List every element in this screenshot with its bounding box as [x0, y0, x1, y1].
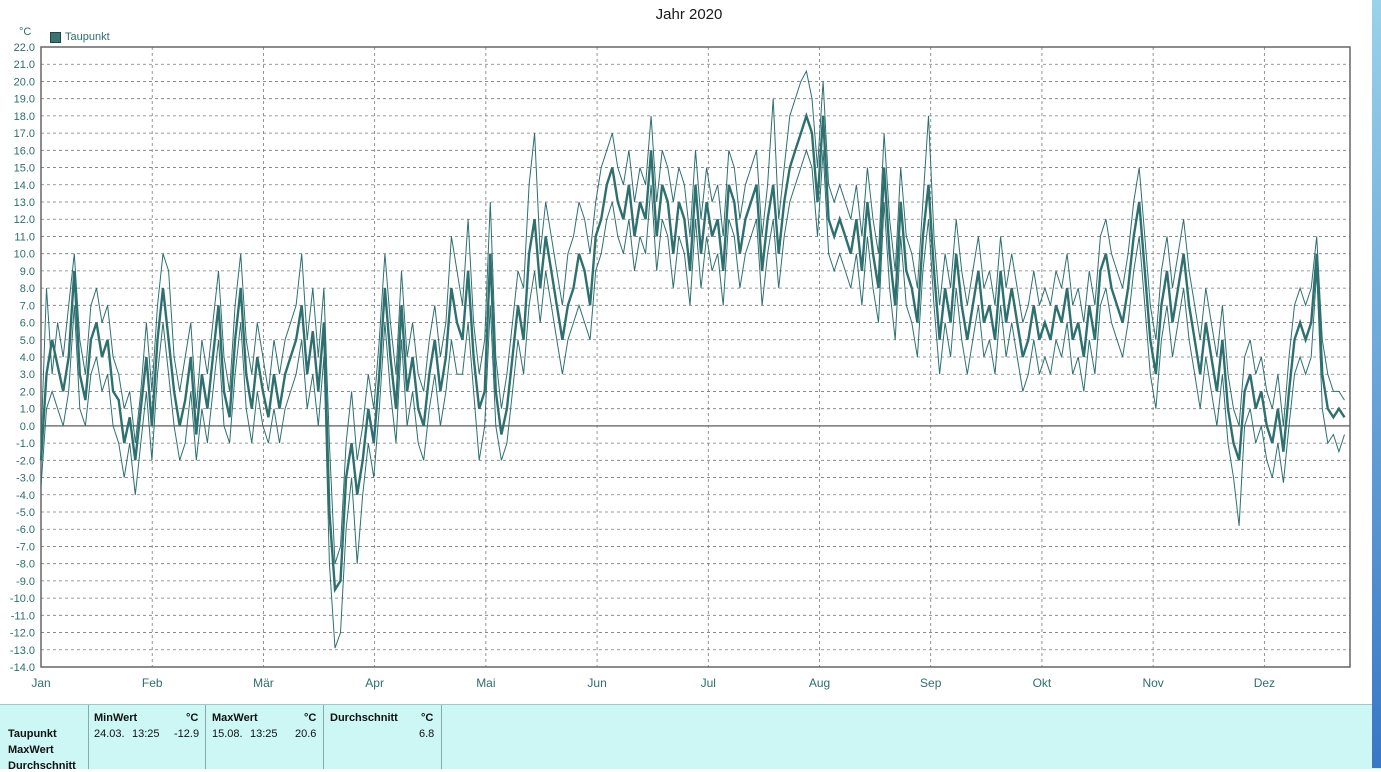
series-line-min — [40, 148, 1345, 649]
y-tick-label: -5.0 — [16, 507, 35, 519]
y-tick-label: 16.0 — [14, 145, 35, 157]
row-label-maxwert: MaxWert — [8, 744, 54, 756]
min-date: 24.03. — [94, 728, 125, 740]
x-tick-label: Nov — [1142, 676, 1163, 690]
statistics-panel: Taupunkt MaxWert Durchschnitt MinWert °C… — [0, 704, 1381, 772]
x-tick-label: Mär — [253, 676, 274, 690]
y-tick-label: -7.0 — [16, 541, 35, 553]
max-value: 20.6 — [295, 728, 317, 740]
y-tick-label: -10.0 — [10, 593, 35, 605]
legend: Taupunkt — [50, 31, 110, 43]
y-tick-label: 5.0 — [20, 335, 35, 347]
y-tick-label: 8.0 — [20, 283, 35, 295]
y-tick-label: 20.0 — [14, 76, 35, 88]
y-tick-label: -4.0 — [16, 490, 35, 502]
x-tick-label: Dez — [1254, 676, 1275, 690]
min-header: MinWert — [94, 712, 138, 724]
y-tick-label: 1.0 — [20, 404, 35, 416]
min-value: -12.9 — [174, 728, 200, 740]
y-tick-label: -11.0 — [11, 610, 35, 622]
chart-title: Jahr 2020 — [655, 6, 723, 23]
max-unit: °C — [304, 712, 317, 724]
y-tick-label: -1.0 — [16, 438, 35, 450]
y-tick-label: 11.0 — [14, 231, 35, 243]
plot-frame — [40, 46, 1351, 668]
legend-label: Taupunkt — [65, 31, 110, 43]
max-time: 13:25 — [250, 728, 278, 740]
y-tick-label: 18.0 — [14, 111, 35, 123]
x-tick-label: Mai — [476, 676, 495, 690]
y-tick-label: -8.0 — [16, 559, 35, 571]
y-tick-label: 17.0 — [14, 128, 35, 140]
y-tick-label: 13.0 — [14, 197, 35, 209]
desktop-background-edge — [1372, 0, 1381, 768]
y-tick-label: -12.0 — [10, 628, 35, 640]
y-tick-label: 7.0 — [20, 300, 35, 312]
stats-row-labels: Taupunkt MaxWert Durchschnitt — [0, 705, 89, 772]
y-tick-label: 6.0 — [20, 318, 35, 330]
y-tick-label: 3.0 — [20, 369, 35, 381]
y-tick-label: 4.0 — [20, 352, 35, 364]
avg-value: 6.8 — [419, 728, 435, 740]
x-tick-label: Feb — [142, 676, 163, 690]
x-tick-label: Aug — [809, 676, 830, 690]
y-tick-label: 21.0 — [14, 59, 35, 71]
stats-min-column: MinWert °C 24.03. 13:25 -12.9 — [88, 705, 206, 769]
x-tick-label: Okt — [1033, 676, 1052, 690]
y-tick-label: 10.0 — [14, 249, 35, 261]
series-line-max — [40, 69, 1345, 564]
y-tick-label: -14.0 — [10, 662, 35, 674]
max-header: MaxWert — [212, 712, 258, 724]
y-tick-label: 22.0 — [14, 42, 35, 54]
row-label-taupunkt: Taupunkt — [8, 728, 57, 740]
x-tick-label: Apr — [365, 676, 384, 690]
stats-max-column: MaxWert °C 15.08. 13:25 20.6 — [206, 705, 324, 769]
y-tick-label: 14.0 — [14, 180, 35, 192]
x-tick-label: Jul — [701, 676, 716, 690]
y-tick-label: -6.0 — [16, 524, 35, 536]
y-tick-label: 19.0 — [14, 94, 35, 106]
x-tick-label: Jan — [31, 676, 50, 690]
y-tick-label: 2.0 — [20, 386, 35, 398]
x-tick-label: Sep — [920, 676, 942, 690]
min-time: 13:25 — [132, 728, 160, 740]
x-tick-label: Jun — [587, 676, 606, 690]
legend-swatch — [50, 31, 61, 43]
y-tick-label: -9.0 — [16, 576, 35, 588]
avg-unit: °C — [421, 712, 434, 724]
stats-avg-column: Durchschnitt °C 6.8 — [324, 705, 442, 769]
y-tick-label: 0.0 — [20, 421, 35, 433]
series-line-mean — [39, 111, 1346, 594]
y-tick-label: -13.0 — [10, 645, 35, 657]
y-tick-label: 15.0 — [14, 163, 35, 175]
y-tick-label: -2.0 — [16, 455, 35, 467]
avg-header: Durchschnitt — [330, 712, 398, 724]
min-unit: °C — [186, 712, 199, 724]
y-axis-unit: °C — [19, 26, 32, 38]
chart-plot: 22.0 21.0 20.0 19.0 18.0 17.0 16.0 15.0 14.0 13.0… — [10, 42, 1351, 690]
row-label-durchschnitt: Durchschnitt — [8, 760, 76, 772]
y-tick-label: -3.0 — [16, 473, 35, 485]
y-tick-label: 12.0 — [14, 214, 35, 226]
y-tick-label: 9.0 — [20, 266, 35, 278]
max-date: 15.08. — [212, 728, 243, 740]
